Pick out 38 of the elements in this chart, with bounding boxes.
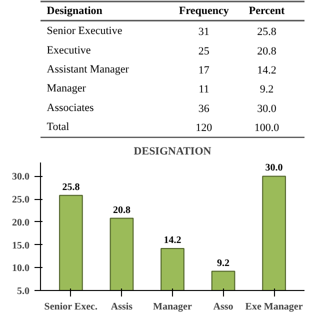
y-tick-label: 30.0 (12, 172, 30, 183)
data-label: 14.2 (164, 234, 182, 246)
y-tick-label: 10.0 (12, 263, 30, 274)
data-label: 31 (198, 26, 210, 38)
x-tick-label: Asso (213, 302, 234, 312)
x-tick-label: Exe Manager (245, 302, 304, 312)
y-tick-label: Associates (46, 102, 94, 114)
data-label: 20.8 (257, 45, 277, 58)
y-tick-label: 25.0 (12, 194, 30, 206)
data-label: 25.8 (62, 182, 80, 193)
x-tick-label: Senior Exec. (44, 302, 98, 312)
data-label: 30.0 (257, 102, 277, 115)
data-label: 9.2 (260, 84, 274, 96)
y-axis-title: Designation (46, 5, 102, 18)
y-tick-label: Total (46, 121, 70, 133)
data-label: 20.8 (112, 204, 130, 216)
y-tick-label: Manager (46, 82, 86, 95)
y-tick-label: 15.0 (12, 240, 30, 252)
data-label: 25 (198, 45, 210, 58)
chart-title: DESIGNATION (134, 146, 212, 158)
y-tick-label: Executive (46, 44, 91, 56)
x-tick-label: Percent (248, 5, 286, 18)
data-label: 36 (198, 102, 210, 115)
data-label: 100.0 (254, 122, 280, 134)
x-tick-label: Assis (110, 302, 133, 312)
data-label: 11 (198, 84, 210, 96)
x-tick-label: Manager (153, 302, 192, 312)
data-label: 9.2 (217, 258, 230, 269)
data-label: 30.0 (265, 162, 283, 174)
y-tick-label: Senior Executive (46, 25, 122, 38)
y-tick-label: 5.0 (17, 286, 30, 297)
data-label: 14.2 (257, 64, 276, 76)
data-label: 25.8 (257, 26, 277, 38)
y-tick-label: 20.0 (12, 217, 30, 228)
data-label: 120 (196, 122, 213, 134)
y-tick-label: Assistant Manager (46, 64, 130, 76)
data-label: 17 (198, 64, 210, 76)
x-tick-label: Frequency (178, 5, 230, 18)
